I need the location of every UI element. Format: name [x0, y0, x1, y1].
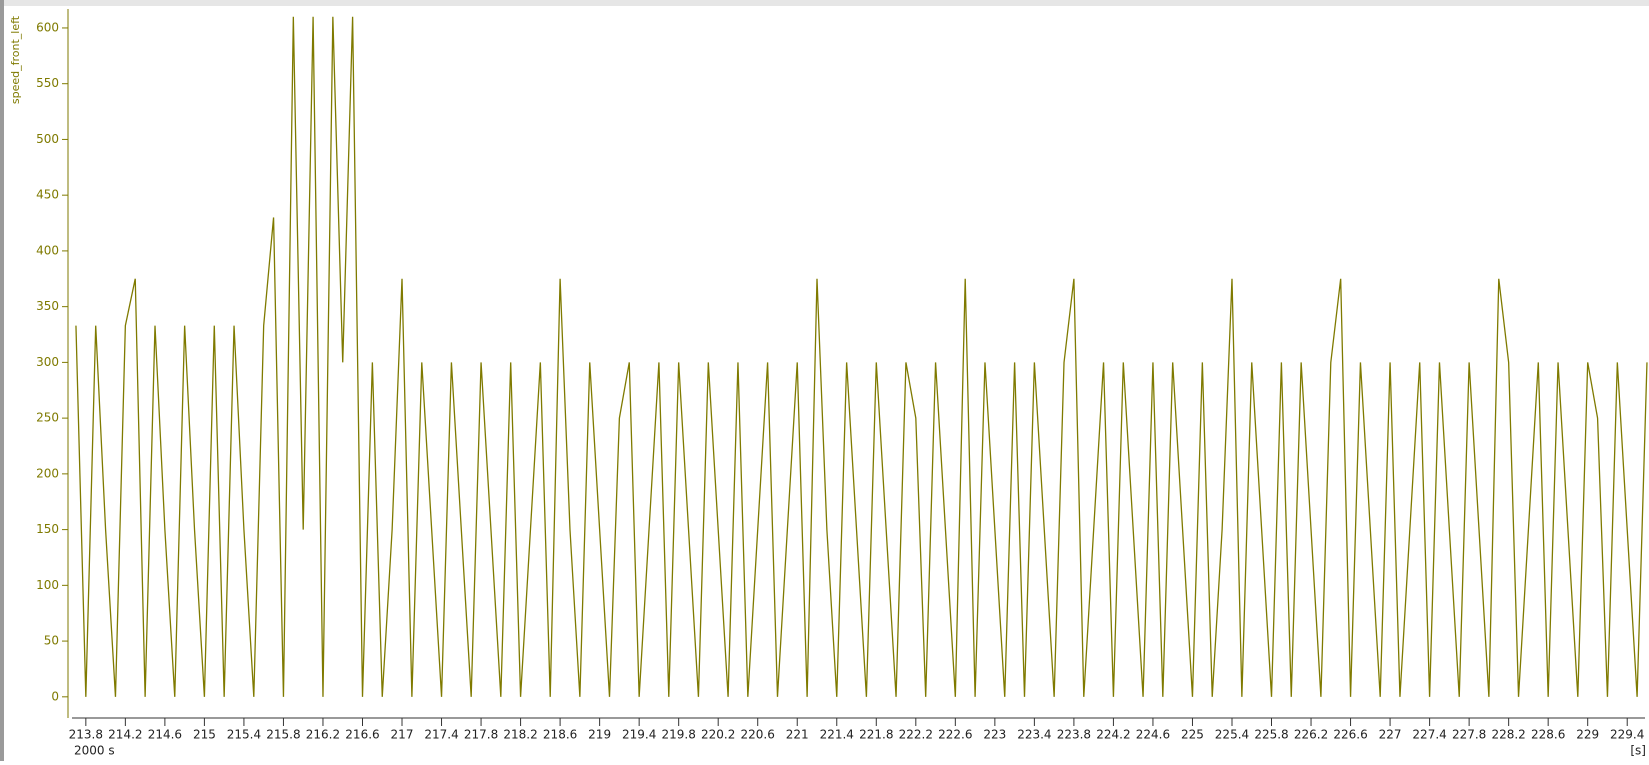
- y-axis-label: speed_front_left: [9, 15, 22, 104]
- x-tick-label: 219: [588, 728, 611, 742]
- x-tick-label: 214.2: [108, 728, 142, 742]
- y-tick-label: 550: [36, 76, 59, 90]
- x-tick-label: 225.4: [1215, 728, 1249, 742]
- y-tick-label: 300: [36, 355, 59, 369]
- x-tick-label: 224.2: [1096, 728, 1130, 742]
- y-tick-label: 100: [36, 578, 59, 592]
- x-tick-label: 229: [1576, 728, 1599, 742]
- x-tick-label: 224.6: [1136, 728, 1170, 742]
- x-tick-label: 221: [786, 728, 809, 742]
- x-tick-label: 220.6: [741, 728, 775, 742]
- x-unit-label: [s]: [1630, 744, 1646, 758]
- x-tick-label: 221.8: [859, 728, 893, 742]
- x-tick-label: 215.8: [266, 728, 300, 742]
- x-tick-label: 223.8: [1057, 728, 1091, 742]
- x-tick-label: 215: [193, 728, 216, 742]
- x-tick-label: 228.2: [1491, 728, 1525, 742]
- x-tick-label: 226.6: [1333, 728, 1367, 742]
- x-tick-label: 219.4: [622, 728, 656, 742]
- y-tick-label: 450: [36, 188, 59, 202]
- x-tick-label: 218.6: [543, 728, 577, 742]
- x-tick-label: 214.6: [148, 728, 182, 742]
- left-border: [0, 0, 4, 761]
- x-tick-label: 226.2: [1294, 728, 1328, 742]
- x-tick-label: 219.8: [661, 728, 695, 742]
- y-tick-label: 350: [36, 299, 59, 313]
- x-tick-label: 217.8: [464, 728, 498, 742]
- y-tick-label: 250: [36, 411, 59, 425]
- x-tick-label: 216.6: [345, 728, 379, 742]
- x-tick-label: 227: [1379, 728, 1402, 742]
- plot-area: [75, 16, 1648, 697]
- y-tick-label: 50: [44, 634, 59, 648]
- x-tick-label: 213.8: [69, 728, 103, 742]
- x-tick-label: 228.6: [1531, 728, 1565, 742]
- x-tick-label: 217: [391, 728, 414, 742]
- x-tick-label: 225: [1181, 728, 1204, 742]
- y-tick-label: 200: [36, 466, 59, 480]
- x-tick-label: 221.4: [820, 728, 854, 742]
- x-tick-label: 218.2: [503, 728, 537, 742]
- x-tick-label: 223.4: [1017, 728, 1051, 742]
- signal-line: [75, 16, 1648, 697]
- x-tick-label: 217.4: [424, 728, 458, 742]
- x-tick-label: 223: [983, 728, 1006, 742]
- y-tick-label: 400: [36, 243, 59, 257]
- toolbar-strip: [0, 0, 1649, 6]
- x-tick-label: 225.8: [1254, 728, 1288, 742]
- x-tick-label: 216.2: [306, 728, 340, 742]
- y-tick-label: 600: [36, 20, 59, 34]
- x-tick-label: 227.4: [1412, 728, 1446, 742]
- x-tick-label: 229.4: [1610, 728, 1644, 742]
- x-tick-label: 227.8: [1452, 728, 1486, 742]
- x-tick-label: 220.2: [701, 728, 735, 742]
- y-tick-label: 150: [36, 522, 59, 536]
- x-tick-label: 222.2: [899, 728, 933, 742]
- x-tick-label: 222.6: [938, 728, 972, 742]
- x-offset-label: 2000 s: [74, 744, 115, 758]
- y-tick-label: 500: [36, 132, 59, 146]
- x-tick-label: 215.4: [227, 728, 261, 742]
- y-tick-label: 0: [51, 689, 59, 703]
